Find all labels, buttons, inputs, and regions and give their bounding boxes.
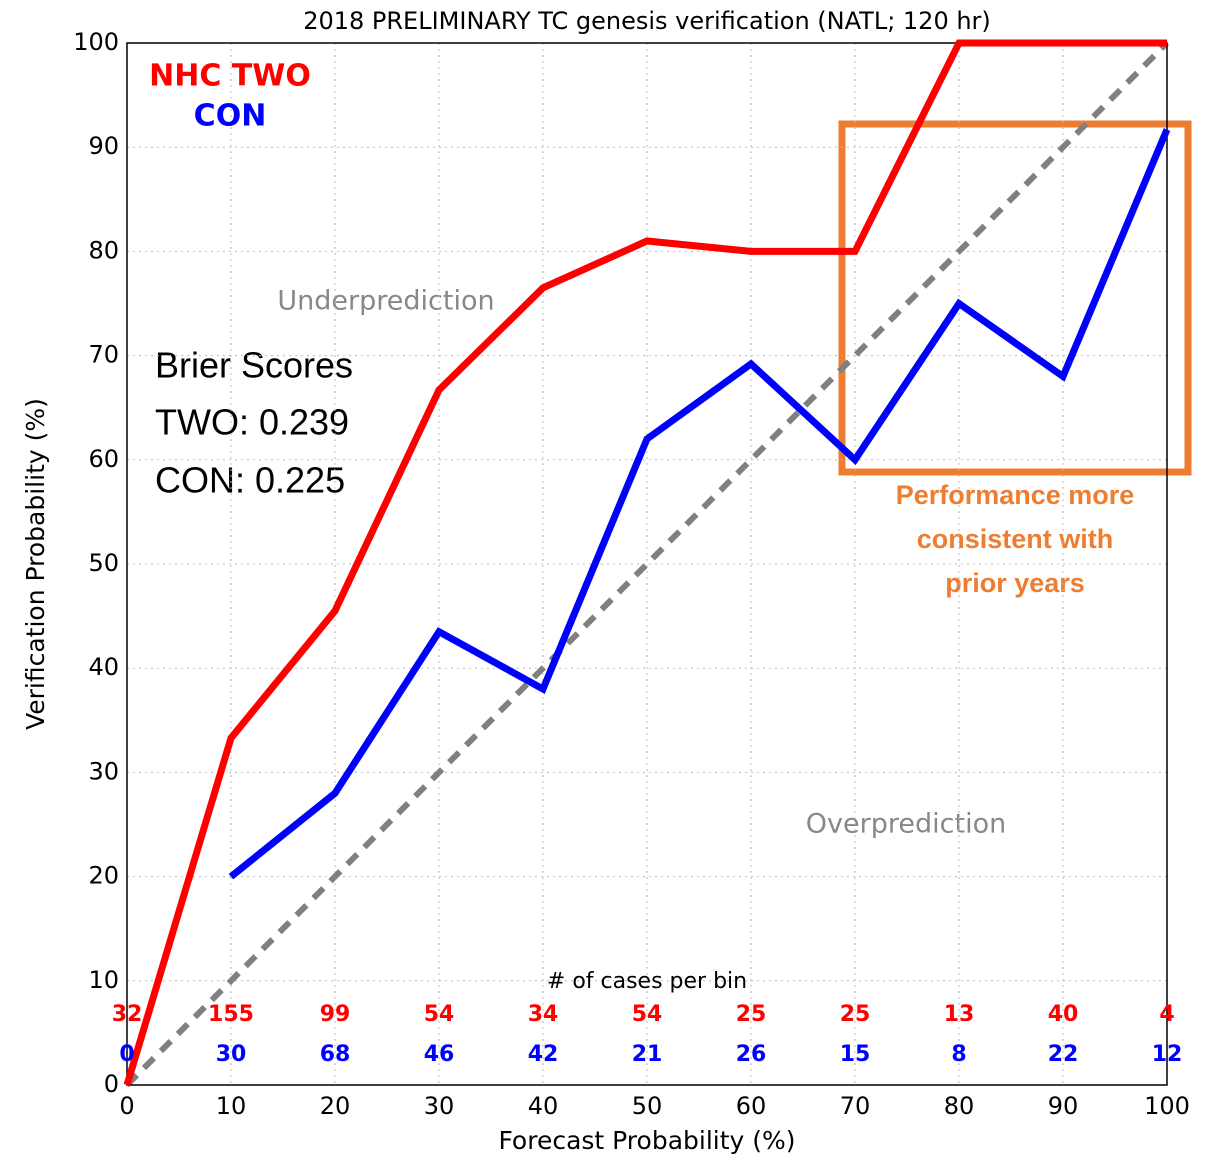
highlight-note: prior years — [945, 568, 1085, 598]
case-count: 155 — [208, 1002, 254, 1027]
brier-label: TWO: 0.239 — [155, 402, 349, 443]
case-count: 68 — [320, 1042, 351, 1067]
y-axis-label: Verification Probability (%) — [21, 398, 50, 730]
case-count: 13 — [944, 1002, 975, 1027]
x-tick-label: 30 — [424, 1092, 455, 1120]
x-tick-label: 50 — [632, 1092, 663, 1120]
case-count: 32 — [112, 1002, 143, 1027]
y-tick-label: 0 — [104, 1070, 119, 1098]
x-tick-label: 80 — [944, 1092, 975, 1120]
case-count: 34 — [528, 1002, 559, 1027]
case-count: 30 — [216, 1042, 247, 1067]
case-count: 21 — [632, 1042, 663, 1067]
counts-title: # of cases per bin — [547, 969, 747, 994]
x-tick-label: 10 — [216, 1092, 247, 1120]
case-count: 0 — [119, 1042, 134, 1067]
x-tick-label: 60 — [736, 1092, 767, 1120]
case-count: 8 — [951, 1042, 966, 1067]
case-count: 26 — [736, 1042, 767, 1067]
case-count: 54 — [424, 1002, 455, 1027]
y-tick-label: 10 — [88, 966, 119, 994]
case-count: 12 — [1152, 1042, 1183, 1067]
y-tick-label: 30 — [88, 757, 119, 785]
legend-label: NHC TWO — [149, 59, 311, 94]
series-line — [228, 128, 1171, 880]
brier-label: CON: 0.225 — [155, 460, 345, 501]
case-count: 40 — [1048, 1002, 1079, 1027]
case-count: 25 — [840, 1002, 871, 1027]
brier-label: Brier Scores — [155, 345, 353, 386]
legend-label: CON — [194, 99, 267, 134]
reference-diagonal — [124, 40, 1170, 1088]
y-tick-label: 100 — [73, 28, 119, 56]
case-count: 25 — [736, 1002, 767, 1027]
case-count: 15 — [840, 1042, 871, 1067]
case-count: 4 — [1159, 1002, 1174, 1027]
y-tick-label: 70 — [88, 341, 119, 369]
y-tick-label: 90 — [88, 132, 119, 160]
case-count: 99 — [320, 1002, 351, 1027]
y-tick-label: 40 — [88, 653, 119, 681]
x-tick-label: 20 — [320, 1092, 351, 1120]
region-label: Overprediction — [806, 809, 1006, 840]
x-tick-label: 90 — [1048, 1092, 1079, 1120]
y-tick-label: 50 — [88, 549, 119, 577]
case-count: 22 — [1048, 1042, 1079, 1067]
y-tick-label: 20 — [88, 862, 119, 890]
plot-frame — [126, 42, 1168, 1086]
case-count: 54 — [632, 1002, 663, 1027]
y-tick-label: 60 — [88, 445, 119, 473]
region-label: Underprediction — [277, 286, 494, 317]
x-tick-label: 40 — [528, 1092, 559, 1120]
x-tick-label: 100 — [1144, 1092, 1190, 1120]
series-line — [123, 39, 1167, 1087]
chart-title: 2018 PRELIMINARY TC genesis verification… — [303, 7, 991, 35]
highlight-note: Performance more — [896, 480, 1135, 510]
x-tick-label: 0 — [119, 1092, 134, 1120]
x-axis-label: Forecast Probability (%) — [498, 1126, 795, 1155]
highlight-note: consistent with — [917, 524, 1114, 554]
x-tick-label: 70 — [840, 1092, 871, 1120]
highlight-box — [838, 120, 1192, 476]
y-tick-label: 80 — [88, 236, 119, 264]
case-count: 46 — [424, 1042, 455, 1067]
case-count: 42 — [528, 1042, 559, 1067]
